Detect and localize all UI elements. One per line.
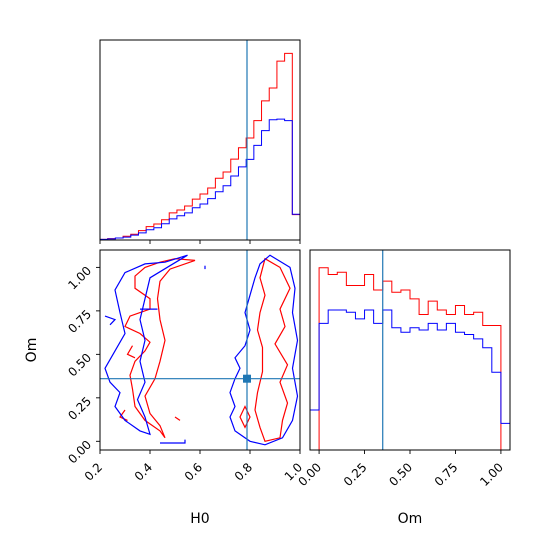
contour-red-3 (126, 345, 136, 359)
om-ytick-label-1: 0.25 (65, 394, 94, 423)
om-histogram-step-blue (309, 309, 511, 450)
h0-histogram-step-red (99, 52, 301, 240)
x-axis-label-h0: H0 (190, 511, 209, 527)
h0-xtick-label-0: 0.2 (82, 460, 105, 483)
contour-red-0 (124, 258, 196, 439)
contour-blue-3 (104, 315, 117, 326)
h0-xtick-label-2: 0.6 (182, 460, 205, 483)
contour-red-4 (119, 409, 128, 421)
x-axis-label-om: Om (398, 511, 423, 527)
om-xtick-label-3: 0.75 (432, 460, 461, 489)
contour-frame (99, 249, 301, 451)
om-xtick-label-4: 1.00 (477, 460, 506, 489)
om-ytick-label-4: 1.00 (65, 264, 94, 293)
h0-xtick-label-3: 0.8 (232, 460, 255, 483)
y-axis-label-om: Om (24, 338, 40, 363)
om-ytick-label-0: 0.00 (65, 438, 94, 467)
om-xtick-label-1: 0.25 (341, 460, 370, 489)
contour-layer (104, 254, 299, 446)
truth-marker (243, 374, 251, 383)
contour-blue-4 (160, 439, 186, 444)
om-histogram-frame (309, 249, 511, 451)
om-ytick-label-2: 0.50 (65, 351, 94, 380)
h0-histogram-step-blue (99, 118, 301, 240)
om-xtick-label-0: 0.00 (295, 460, 324, 489)
h0-xtick-label-1: 0.4 (132, 460, 155, 483)
om-ytick-label-3: 0.75 (65, 307, 94, 336)
contour-red-5 (174, 416, 181, 421)
contour-blue-0 (104, 254, 188, 436)
h0-histogram-panel (99, 39, 301, 244)
om-xtick-label-2: 0.50 (386, 460, 415, 489)
om-histogram-step-red (310, 267, 510, 451)
om-histogram-panel: 0.00 0.25 0.50 0.75 1.00 (295, 249, 511, 489)
contour-red-2 (239, 405, 251, 429)
contour-red-1 (254, 257, 291, 443)
h0-histogram-frame (99, 39, 301, 241)
h0-om-contour-panel: 0.2 0.4 0.6 0.8 1.00.000.250.500.751.00 (65, 249, 305, 484)
contour-blue-1 (229, 254, 299, 446)
